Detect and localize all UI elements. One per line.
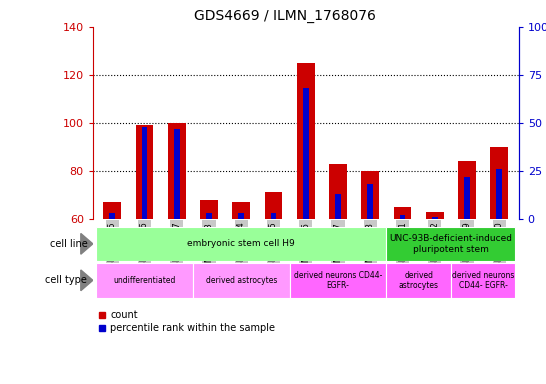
Bar: [335, 194, 341, 219]
Bar: [233, 202, 250, 219]
Bar: [303, 88, 308, 219]
Text: UNC-93B-deficient-induced
pluripotent stem: UNC-93B-deficient-induced pluripotent st…: [389, 234, 513, 253]
Bar: [174, 129, 180, 219]
Bar: [96, 263, 193, 298]
Bar: [361, 171, 379, 219]
Bar: [168, 123, 186, 219]
Bar: [394, 207, 412, 219]
Bar: [451, 263, 515, 298]
Title: GDS4669 / ILMN_1768076: GDS4669 / ILMN_1768076: [193, 9, 376, 23]
Bar: [103, 202, 121, 219]
Legend: count, percentile rank within the sample: count, percentile rank within the sample: [98, 310, 275, 333]
Bar: [458, 161, 476, 219]
Text: cell line: cell line: [50, 239, 87, 249]
Text: cell type: cell type: [45, 275, 87, 285]
Bar: [329, 164, 347, 219]
Bar: [432, 217, 438, 219]
Text: derived neurons CD44-
EGFR-: derived neurons CD44- EGFR-: [294, 271, 382, 290]
Bar: [464, 177, 470, 219]
Bar: [387, 227, 515, 261]
Polygon shape: [81, 233, 93, 254]
Text: derived neurons
CD44- EGFR-: derived neurons CD44- EGFR-: [452, 271, 514, 290]
Bar: [426, 212, 444, 219]
Bar: [490, 147, 508, 219]
Bar: [206, 213, 212, 219]
Bar: [289, 263, 387, 298]
Text: embryonic stem cell H9: embryonic stem cell H9: [187, 239, 295, 248]
Bar: [238, 213, 244, 219]
Text: derived astrocytes: derived astrocytes: [205, 276, 277, 285]
Bar: [367, 184, 373, 219]
Bar: [400, 215, 406, 219]
Bar: [200, 200, 218, 219]
Bar: [496, 169, 502, 219]
Bar: [135, 125, 153, 219]
Text: undifferentiated: undifferentiated: [113, 276, 176, 285]
Bar: [297, 63, 314, 219]
Polygon shape: [81, 270, 93, 291]
Text: derived
astrocytes: derived astrocytes: [399, 271, 438, 290]
Bar: [271, 213, 276, 219]
Bar: [387, 263, 451, 298]
Bar: [193, 263, 289, 298]
Bar: [141, 127, 147, 219]
Bar: [109, 213, 115, 219]
Bar: [265, 192, 282, 219]
Bar: [96, 227, 387, 261]
